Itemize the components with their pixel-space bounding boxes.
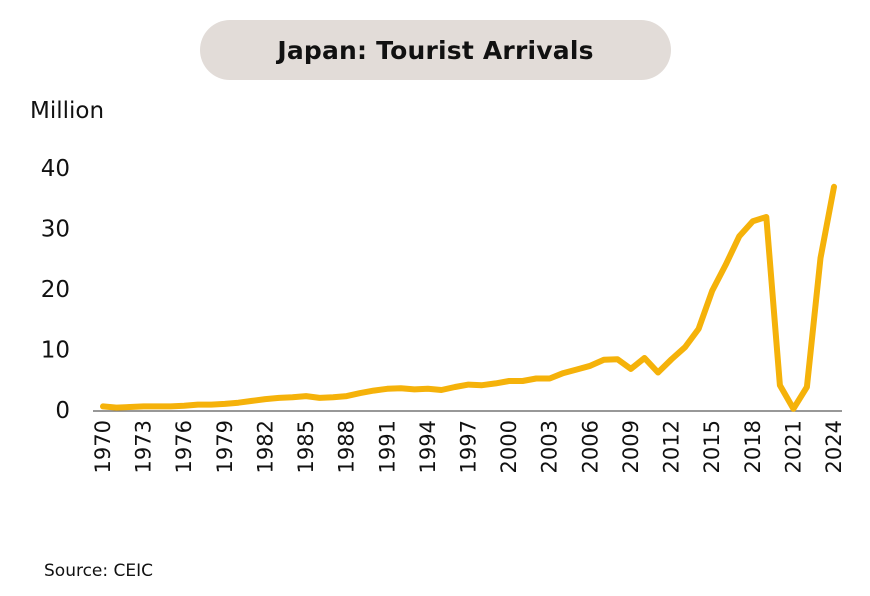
chart-title: Japan: Tourist Arrivals xyxy=(277,35,594,65)
x-tick-label: 1982 xyxy=(253,420,277,473)
y-tick-label: 30 xyxy=(41,217,70,243)
x-tick-label: 1970 xyxy=(91,420,115,473)
y-axis-ticks: 0 10 20 30 40 xyxy=(41,156,70,424)
x-tick-label: 1985 xyxy=(294,420,318,473)
x-tick-label: 1976 xyxy=(172,420,196,473)
x-tick-label: 2003 xyxy=(538,420,562,473)
y-tick-label: 10 xyxy=(41,338,70,364)
tourist-arrivals-line xyxy=(100,183,837,412)
x-tick-label: 1979 xyxy=(213,420,237,473)
x-tick-label: 1973 xyxy=(132,420,156,473)
x-tick-label: 1991 xyxy=(375,420,399,473)
x-tick-label: 2012 xyxy=(660,420,684,473)
x-tick-label: 2015 xyxy=(700,420,724,473)
source-note: Source: CEIC xyxy=(44,561,154,581)
x-tick-label: 1988 xyxy=(335,420,359,473)
chart-title-pill: Japan: Tourist Arrivals xyxy=(200,20,671,80)
x-tick-label: 2006 xyxy=(578,420,602,473)
x-tick-label: 2018 xyxy=(741,420,765,473)
series-group xyxy=(100,183,837,412)
x-tick-label: 2000 xyxy=(497,420,521,473)
x-tick-label: 1997 xyxy=(457,420,481,473)
y-tick-label: 0 xyxy=(55,398,70,424)
x-axis-ticks: 1970 1973 1976 1979 1982 1985 1988 1991 1994 1997… xyxy=(91,420,846,473)
x-tick-label: 1994 xyxy=(416,420,440,473)
y-axis-unit-label: Million xyxy=(30,98,105,124)
x-tick-label: 2009 xyxy=(619,420,643,473)
y-tick-label: 20 xyxy=(41,277,70,303)
x-tick-label: 2024 xyxy=(822,420,846,473)
x-tick-label: 2021 xyxy=(781,420,805,473)
y-tick-label: 40 xyxy=(41,156,70,182)
